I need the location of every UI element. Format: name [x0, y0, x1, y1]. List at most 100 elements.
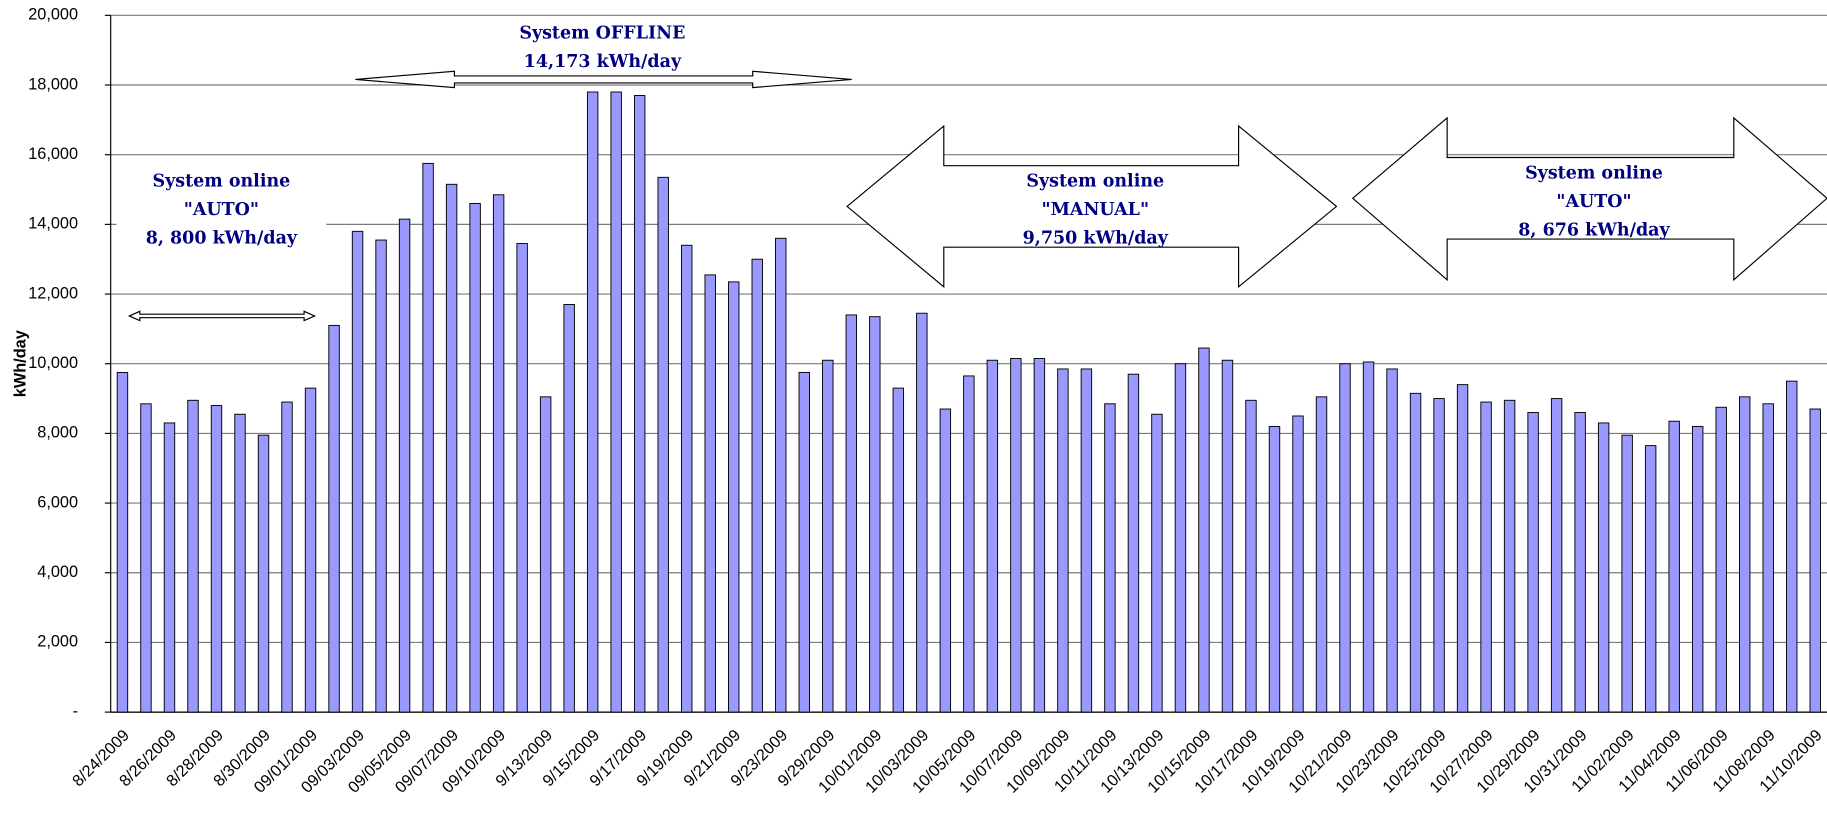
bar	[1033, 358, 1046, 713]
bar	[281, 401, 293, 713]
bar	[1574, 412, 1586, 713]
y-axis-label: kWh/day	[11, 330, 29, 397]
bar	[1315, 396, 1328, 713]
bar	[375, 239, 387, 713]
arrow	[355, 70, 852, 89]
bar	[1386, 368, 1398, 713]
arrow	[127, 310, 317, 322]
bar	[1456, 384, 1469, 713]
bar	[586, 91, 599, 713]
bar	[1433, 398, 1445, 713]
annotation: 8, 676 kWh/day	[1518, 220, 1670, 240]
bar	[1644, 445, 1657, 713]
bar	[1127, 373, 1140, 713]
bar	[563, 304, 575, 713]
y-tick-label: 2,000	[37, 633, 78, 651]
bar	[1668, 420, 1680, 713]
bar	[187, 399, 199, 713]
y-tick-label: 14,000	[28, 215, 78, 233]
bar	[1174, 363, 1187, 713]
annotation: "AUTO"	[1556, 192, 1631, 212]
bar	[1621, 434, 1633, 713]
bar	[492, 194, 505, 713]
bar	[1762, 403, 1774, 713]
y-tick-label: 20,000	[28, 6, 78, 24]
bar	[1550, 398, 1563, 713]
bar	[351, 230, 364, 713]
annotation: 8, 800 kWh/day	[146, 229, 298, 249]
y-tick-label: 10,000	[28, 354, 78, 372]
y-tick-label: -	[73, 702, 78, 720]
bar	[1503, 399, 1516, 713]
block-arrow	[1351, 116, 1827, 282]
bar	[1691, 425, 1704, 713]
bar	[775, 237, 787, 713]
annotation: System OFFLINE	[519, 23, 685, 43]
bar	[869, 316, 881, 713]
bar	[398, 218, 411, 713]
bar	[163, 422, 176, 713]
bar	[1480, 401, 1492, 713]
bar	[892, 387, 905, 713]
bar	[422, 162, 434, 713]
y-tick-label: 18,000	[28, 75, 78, 93]
bar	[1080, 368, 1093, 713]
y-tick-label: 16,000	[28, 145, 78, 163]
y-tick-label: 8,000	[37, 424, 78, 442]
bar	[986, 359, 999, 713]
bar	[234, 413, 246, 713]
bar	[469, 203, 481, 713]
bar	[963, 375, 975, 713]
bar	[1339, 363, 1351, 713]
bar	[751, 258, 763, 713]
bar	[633, 95, 646, 713]
bar	[257, 434, 270, 713]
y-tick-label: 12,000	[28, 284, 78, 302]
annotation: System online	[1026, 171, 1164, 191]
bar	[445, 183, 458, 713]
bar	[1104, 403, 1116, 713]
bar	[822, 359, 834, 713]
bar	[1268, 425, 1281, 713]
bar	[1597, 422, 1610, 713]
annotation: System online	[1525, 163, 1663, 183]
bar	[845, 314, 858, 713]
bar	[1786, 380, 1798, 713]
annotation: 9,750 kWh/day	[1023, 229, 1169, 249]
bar	[681, 244, 693, 713]
bar	[516, 243, 528, 713]
block-arrow	[846, 124, 1338, 289]
y-tick-label: 6,000	[37, 493, 78, 511]
bar	[939, 408, 952, 713]
bar	[1715, 406, 1727, 713]
bar	[539, 396, 552, 713]
annotation: System online	[152, 171, 290, 191]
bar	[1057, 368, 1069, 713]
bar	[116, 371, 129, 713]
bar	[140, 403, 152, 713]
bar	[610, 91, 622, 713]
bar	[728, 281, 740, 713]
bar	[210, 405, 223, 713]
bar	[1409, 392, 1422, 713]
bar	[916, 312, 928, 713]
bar	[1151, 413, 1163, 713]
bar	[704, 274, 716, 713]
bar	[1527, 412, 1539, 713]
annotation: "MANUAL"	[1041, 200, 1149, 220]
bar	[798, 371, 810, 713]
bar	[304, 387, 317, 713]
bar	[1292, 415, 1304, 713]
y-tick-label: 4,000	[37, 563, 78, 581]
bar	[1739, 396, 1751, 713]
annotation: 14,173 kWh/day	[524, 52, 682, 72]
bar	[1245, 399, 1257, 713]
bar	[328, 324, 340, 713]
bar	[1010, 358, 1022, 713]
bar	[657, 176, 669, 713]
bar	[1362, 361, 1375, 713]
bar	[1809, 408, 1821, 713]
bar	[1221, 359, 1234, 713]
annotation: "AUTO"	[184, 200, 259, 220]
